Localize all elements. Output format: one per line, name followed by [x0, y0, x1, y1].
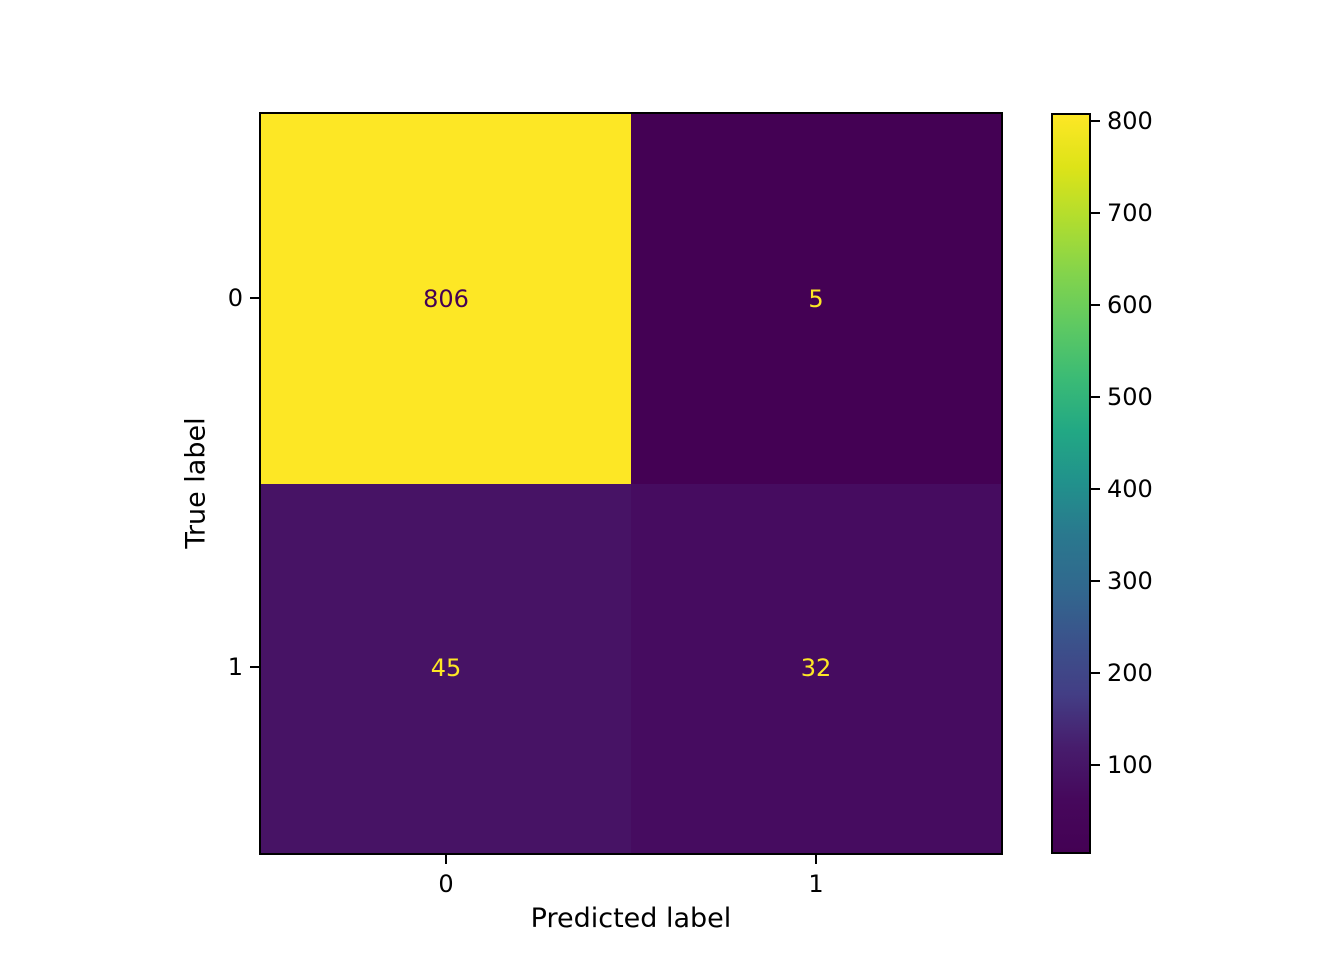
matrix-cell-value: 32 — [800, 654, 832, 683]
colorbar-tick-mark — [1091, 119, 1100, 122]
colorbar-tick-mark — [1091, 303, 1100, 306]
y-axis-label: True label — [180, 417, 212, 549]
colorbar-tick-mark — [1091, 395, 1100, 398]
colorbar-tick-label: 700 — [1107, 198, 1153, 227]
colorbar-tick-label: 100 — [1107, 750, 1153, 779]
matrix-cell-value: 5 — [808, 284, 824, 313]
y-tick-label-0: 0 — [227, 284, 243, 312]
x-tick-label-0: 0 — [438, 870, 454, 898]
matrix-cell-0-0: 806 — [261, 114, 631, 484]
colorbar-tick-label: 600 — [1107, 290, 1153, 319]
colorbar-tick-label: 800 — [1107, 106, 1153, 135]
colorbar-tick-label: 300 — [1107, 566, 1153, 595]
colorbar-tick-mark — [1091, 211, 1100, 214]
colorbar-tick-mark — [1091, 579, 1100, 582]
matrix-cell-0-1: 5 — [631, 114, 1001, 484]
colorbar-tick-label: 500 — [1107, 382, 1153, 411]
x-axis-label: Predicted label — [530, 903, 732, 934]
matrix-cell-value: 45 — [430, 654, 462, 683]
x-tick-mark — [445, 855, 447, 864]
confusion-matrix-axes: 806 5 45 32 — [259, 112, 1003, 855]
colorbar-gradient — [1051, 113, 1091, 854]
x-tick-mark — [815, 855, 817, 864]
colorbar-tick-label: 400 — [1107, 474, 1153, 503]
matrix-cell-1-0: 45 — [261, 483, 631, 853]
colorbar-tick-mark — [1091, 487, 1100, 490]
y-tick-mark — [250, 666, 259, 668]
x-tick-label-1: 1 — [808, 870, 824, 898]
y-tick-label-1: 1 — [227, 653, 243, 681]
matrix-cell-value: 806 — [423, 284, 469, 313]
colorbar-tick-mark — [1091, 763, 1100, 766]
matrix-cell-1-1: 32 — [631, 483, 1001, 853]
colorbar-tick-label: 200 — [1107, 658, 1153, 687]
y-tick-mark — [250, 297, 259, 299]
colorbar-tick-mark — [1091, 671, 1100, 674]
